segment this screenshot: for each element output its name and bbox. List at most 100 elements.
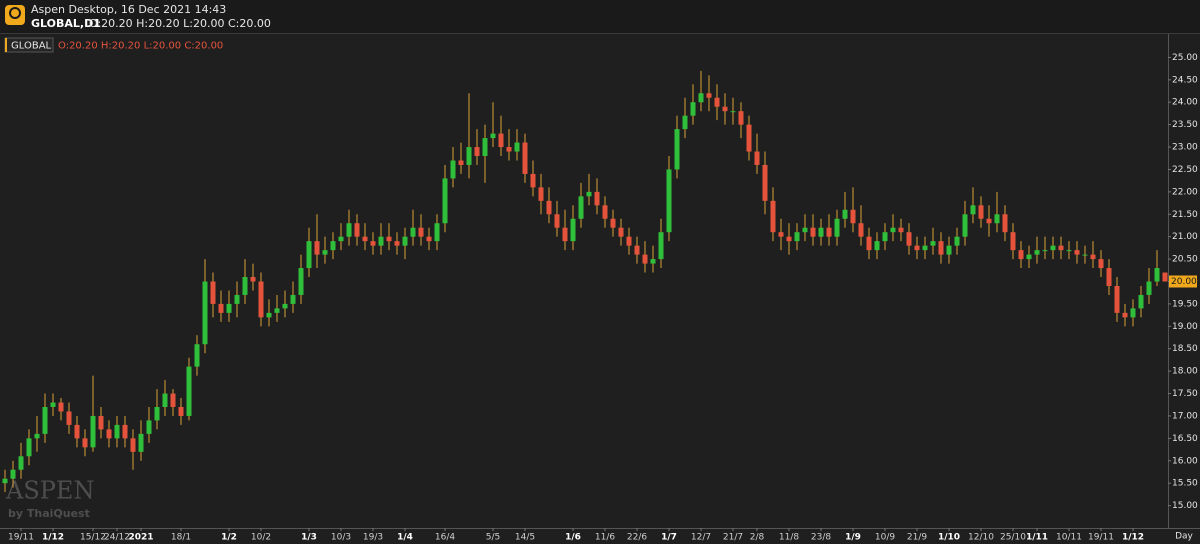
y-tick-label: 18.50 [1172,344,1198,354]
candle-body [10,469,16,479]
candle-body [210,281,216,304]
y-tick-label: 17.50 [1172,389,1198,399]
candle-body [1042,250,1048,252]
candle-body [866,236,872,251]
y-tick-label: 23.00 [1172,143,1198,153]
candle-body [618,227,624,237]
candle-body [154,406,160,421]
candle-body [1162,272,1168,282]
candle-body [698,93,704,103]
candle-body [386,236,392,242]
y-tick-label: 19.00 [1172,322,1198,332]
candle-body [1034,250,1040,255]
candle-body [946,245,952,255]
x-tick-label: 1/6 [565,533,581,543]
candle-body [730,111,736,113]
symbol: GLOBAL,D1 [31,17,101,30]
candle-body [850,209,856,224]
candle-body [218,303,224,313]
x-tick-label: 24/12 [104,533,130,543]
candle-body [938,241,944,255]
x-tick-label: 1/11 [1026,533,1048,543]
x-tick-label: 11/8 [779,533,799,543]
x-tick-label: 18/1 [171,533,191,543]
price-tag-label: 20.00 [1171,277,1197,287]
candle-body [90,415,96,448]
candle-body [930,241,936,246]
candle-body [170,393,176,407]
candle-body [514,142,520,152]
candle-body [178,406,184,416]
candle-body [186,366,192,416]
x-tick-label: 21/7 [723,533,743,543]
legend-symbol: GLOBAL [11,41,52,52]
candle-body [1058,245,1064,251]
title-bar [0,0,1200,33]
y-tick-label: 18.00 [1172,367,1198,377]
candle-body [282,303,288,309]
x-tick-label: 10/3 [331,533,351,543]
candle-body [402,236,408,246]
candle-body [546,200,552,215]
x-tick-label: 1/7 [661,533,677,543]
candle-body [650,259,656,264]
candle-body [74,424,80,439]
candle-body [578,196,584,219]
x-tick-label: 14/5 [515,533,535,543]
candle-body [1114,285,1120,313]
candle-body [562,227,568,242]
y-tick-label: 24.50 [1172,75,1198,85]
candle-body [770,200,776,233]
y-tick-label: 16.00 [1172,456,1198,466]
header-ohlc: O:20.20 H:20.20 L:20.00 C:20.00 [89,17,271,30]
x-tick-label: 21/9 [907,533,927,543]
candle-body [1082,254,1088,256]
candle-body [1018,250,1024,260]
candle-body [18,456,24,470]
candle-body [314,241,320,255]
candle-body [954,236,960,246]
candle-body [626,236,632,246]
candle-body [418,227,424,237]
candle-body [570,218,576,242]
candle-body [610,218,616,228]
y-tick-label: 24.00 [1172,98,1198,108]
x-tick-label: 1/12 [1122,533,1144,543]
candle-body [762,164,768,201]
candle-body [802,227,808,233]
candle-body [434,223,440,242]
x-tick-label: 10/2 [251,533,271,543]
candle-body [482,138,488,157]
candle-body [1090,254,1096,260]
x-tick-label: 16/4 [435,533,455,543]
candle-body [842,209,848,219]
y-tick-label: 22.00 [1172,187,1198,197]
x-tick-label: 5/5 [486,533,500,543]
candle-body [690,102,696,116]
candle-body [1106,268,1112,286]
candle-body [962,214,968,237]
candle-body [498,133,504,148]
candle-body [138,433,144,452]
candle-body [642,254,648,264]
candle-body [130,438,136,452]
candle-body [1010,232,1016,251]
candle-body [906,232,912,246]
x-tick-label: 1/4 [397,533,413,543]
candle-body [258,281,264,318]
y-tick-label: 16.50 [1172,434,1198,444]
price-tag [1169,275,1197,288]
candle-body [602,205,608,219]
candle-body [682,115,688,130]
candle-body [490,133,496,139]
candle-body [42,406,48,434]
candle-body [898,227,904,233]
y-tick-label: 22.50 [1172,165,1198,175]
candle-body [330,241,336,251]
x-tick-label: 10/11 [1056,533,1082,543]
candle-body [202,281,208,345]
candle-body [506,147,512,152]
candle-body [666,169,672,233]
